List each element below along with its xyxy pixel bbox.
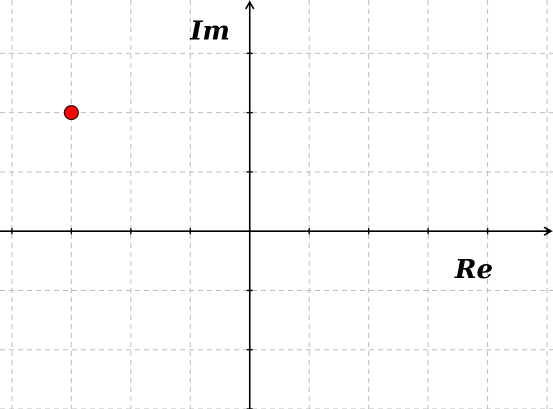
x-axis-arrow [543,226,553,236]
data-point [63,105,79,121]
y-axis-label: Im [189,17,230,47]
x-axis-label: Re [454,255,493,285]
y-axis-arrow [245,0,255,10]
data-points [63,105,79,121]
ticks [11,52,548,409]
